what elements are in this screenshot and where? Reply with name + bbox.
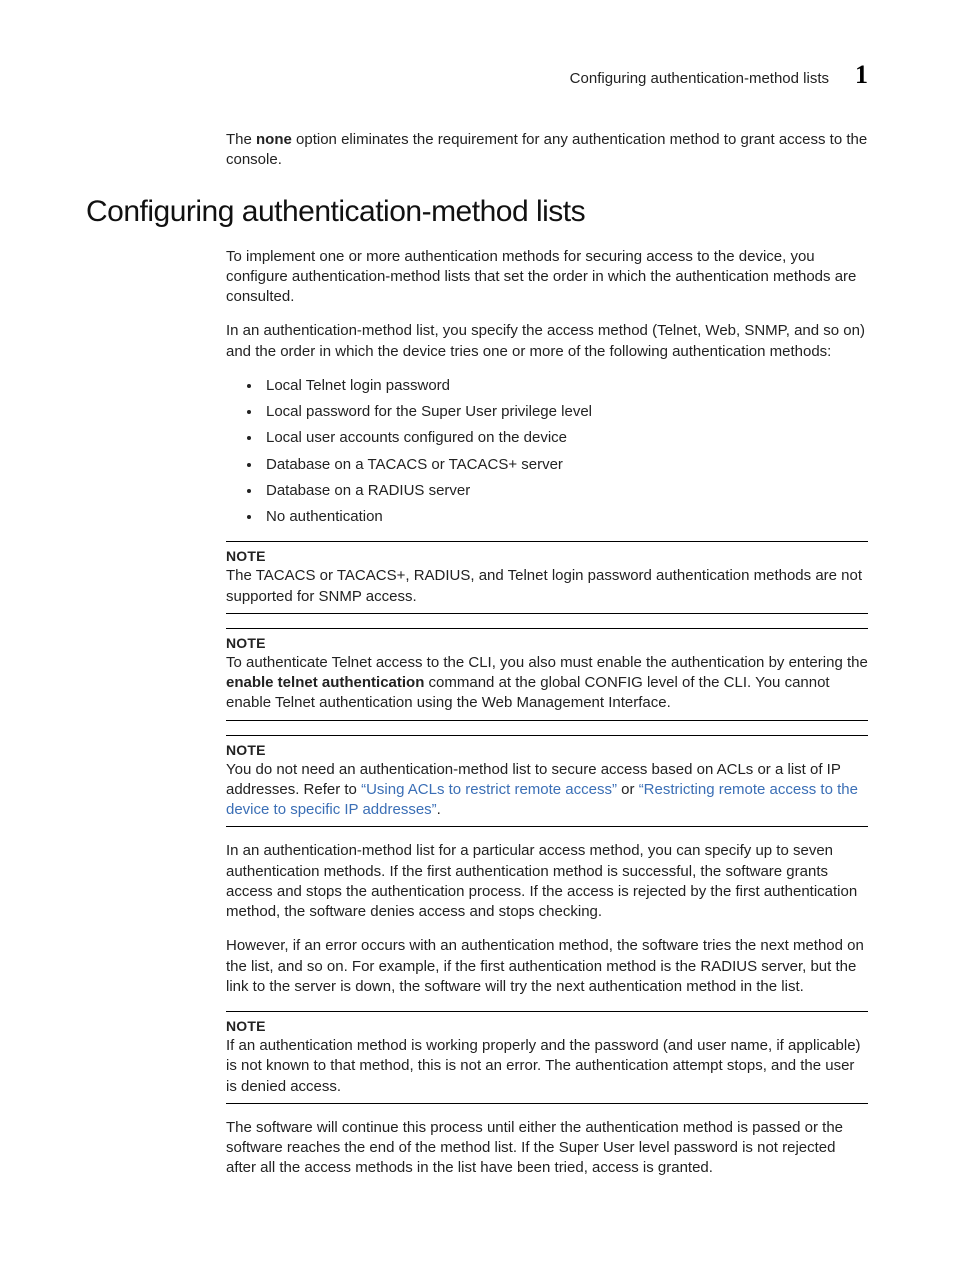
note-body: You do not need an authentication-method… bbox=[226, 760, 868, 821]
note-2: NOTE To authenticate Telnet access to th… bbox=[226, 628, 868, 721]
intro-paragraph: The none option eliminates the requireme… bbox=[226, 130, 868, 171]
document-page: Configuring authentication-method lists … bbox=[0, 0, 954, 1273]
note-body: To authenticate Telnet access to the CLI… bbox=[226, 653, 868, 714]
list-item: Database on a RADIUS server bbox=[262, 481, 868, 501]
note-body: If an authentication method is working p… bbox=[226, 1036, 868, 1097]
paragraph-1: To implement one or more authentication … bbox=[226, 247, 868, 308]
paragraph-4: However, if an error occurs with an auth… bbox=[226, 936, 868, 997]
note-label: NOTE bbox=[226, 548, 868, 564]
note2-prefix: To authenticate Telnet access to the CLI… bbox=[226, 654, 868, 671]
paragraph-3: In an authentication-method list for a p… bbox=[226, 841, 868, 922]
note3-suffix: . bbox=[437, 801, 441, 818]
chapter-number: 1 bbox=[855, 60, 868, 90]
note-label: NOTE bbox=[226, 1018, 868, 1034]
list-item: No authentication bbox=[262, 507, 868, 527]
list-item: Database on a TACACS or TACACS+ server bbox=[262, 455, 868, 475]
section-body: To implement one or more authentication … bbox=[226, 247, 868, 1179]
bullet-list: Local Telnet login password Local passwo… bbox=[226, 376, 868, 528]
list-item: Local Telnet login password bbox=[262, 376, 868, 396]
note-label: NOTE bbox=[226, 742, 868, 758]
note-4: NOTE If an authentication method is work… bbox=[226, 1011, 868, 1104]
page-header: Configuring authentication-method lists … bbox=[86, 60, 868, 90]
paragraph-2: In an authentication-method list, you sp… bbox=[226, 321, 868, 362]
intro-prefix: The bbox=[226, 131, 256, 148]
section-heading: Configuring authentication-method lists bbox=[86, 195, 868, 229]
note-label: NOTE bbox=[226, 635, 868, 651]
note-1: NOTE The TACACS or TACACS+, RADIUS, and … bbox=[226, 541, 868, 614]
header-title: Configuring authentication-method lists bbox=[570, 70, 829, 87]
note-3: NOTE You do not need an authentication-m… bbox=[226, 735, 868, 828]
intro-bold: none bbox=[256, 131, 292, 148]
note3-mid: or bbox=[617, 781, 639, 798]
intro-block: The none option eliminates the requireme… bbox=[226, 130, 868, 171]
note-body: The TACACS or TACACS+, RADIUS, and Telne… bbox=[226, 566, 868, 607]
note2-bold: enable telnet authentication bbox=[226, 674, 424, 691]
list-item: Local user accounts configured on the de… bbox=[262, 428, 868, 448]
note3-link-1[interactable]: “Using ACLs to restrict remote access” bbox=[361, 781, 617, 798]
paragraph-5: The software will continue this process … bbox=[226, 1118, 868, 1179]
list-item: Local password for the Super User privil… bbox=[262, 402, 868, 422]
intro-suffix: option eliminates the requirement for an… bbox=[226, 131, 867, 168]
